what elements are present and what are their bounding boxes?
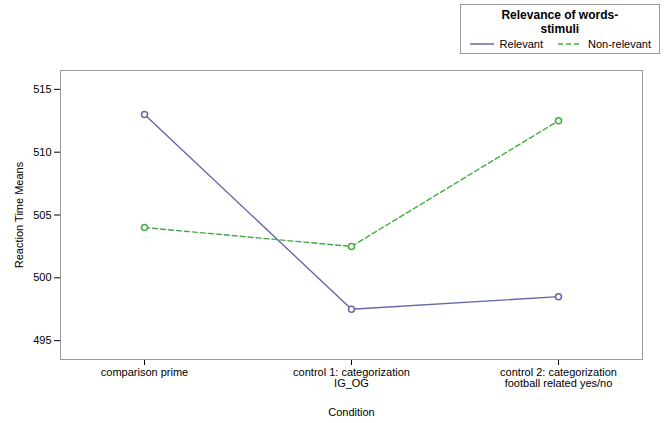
html-text:Relevance of words- stimuli: Relevance of words- stimuli [501,8,619,36]
svg-text:495: 495 [33,334,51,346]
svg-text:control 2: categorizationfootb: control 2: categorizationfootball relate… [500,366,617,389]
svg-text:comparison prime: comparison prime [101,366,188,378]
svg-text:505: 505 [33,209,51,221]
svg-text:515: 515 [33,83,51,95]
svg-text:Condition: Condition [328,406,374,418]
html-text:Non-relevant: Non-relevant [588,38,651,50]
svg-text:Reaction Time Means: Reaction Time Means [13,161,25,268]
svg-text:510: 510 [33,146,51,158]
svg-text:500: 500 [33,271,51,283]
svg-text:control 1: categorizationIG_OG: control 1: categorizationIG_OG [293,366,410,389]
html-text:Relevant: Relevant [499,38,543,50]
